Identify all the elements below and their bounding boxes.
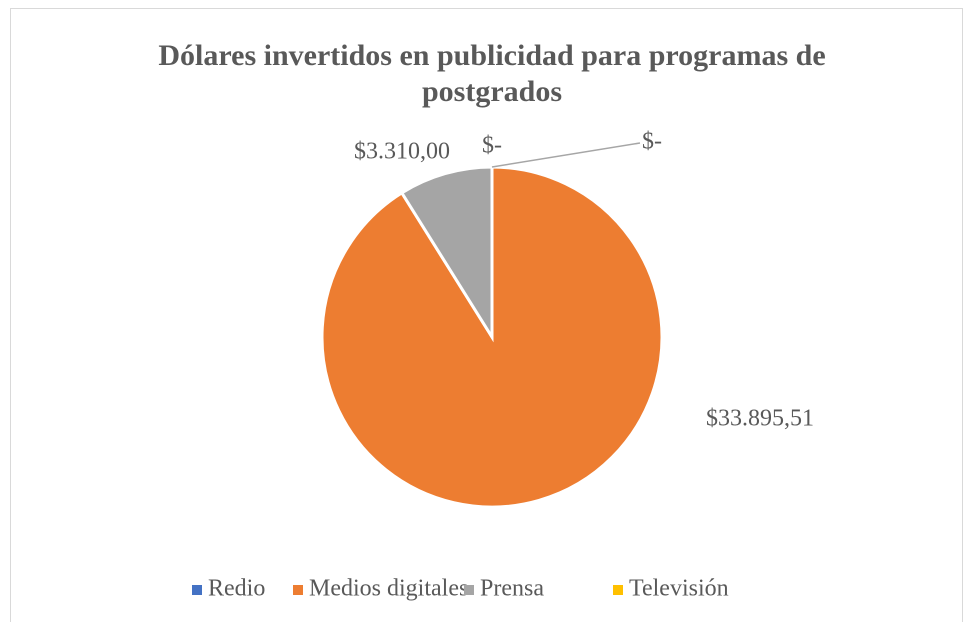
legend-swatch (464, 585, 474, 595)
legend-label: Prensa (480, 576, 544, 602)
legend-label: Redio (208, 576, 265, 602)
pie-slice (399, 165, 494, 343)
legend-swatch (613, 585, 623, 595)
legend-label: Medios digitales (309, 576, 468, 602)
chart-title: Dólares invertidos en publicidad para pr… (158, 39, 826, 108)
legend-swatch (293, 585, 303, 595)
data-label: $33.895,51 (706, 406, 814, 432)
data-label: $- (642, 129, 662, 155)
data-label: $3.310,00 (354, 139, 450, 165)
leader-line (491, 142, 641, 168)
data-label: $- (482, 133, 502, 159)
legend-label: Televisión (629, 576, 729, 602)
pie-slice (320, 165, 664, 509)
chart-border (10, 8, 963, 622)
legend-swatch (192, 585, 202, 595)
